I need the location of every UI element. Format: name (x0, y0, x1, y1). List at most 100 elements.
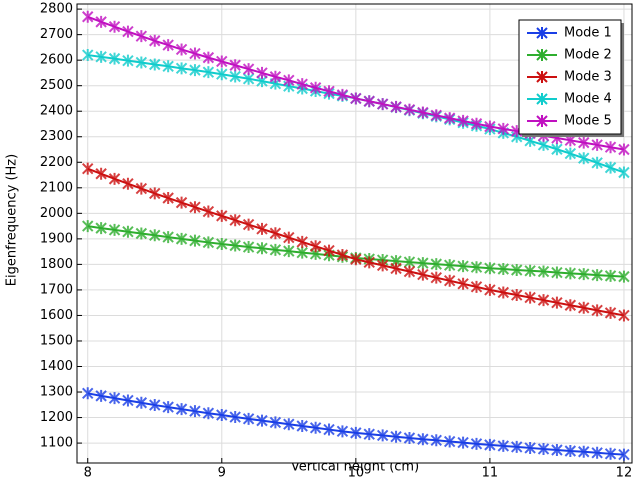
y-tick-label: 1300 (40, 385, 73, 400)
marker (618, 166, 630, 179)
marker (430, 109, 442, 122)
marker (175, 403, 188, 416)
marker (82, 220, 94, 233)
marker (108, 52, 121, 65)
marker (537, 294, 550, 307)
marker (242, 241, 255, 254)
marker (229, 70, 241, 83)
marker (578, 136, 590, 149)
y-tick-label: 1600 (40, 308, 73, 323)
marker (604, 269, 617, 282)
y-tick-label: 2500 (40, 78, 73, 93)
marker (283, 245, 295, 258)
plot-frame (76, 3, 633, 464)
marker (497, 262, 510, 275)
marker (390, 262, 402, 275)
marker (95, 15, 107, 28)
marker (443, 274, 456, 287)
legend-label: Mode 3 (564, 70, 612, 85)
marker (309, 81, 322, 94)
marker (149, 34, 161, 47)
marker (202, 205, 215, 218)
marker (269, 416, 282, 429)
legend-label: Mode 5 (564, 114, 612, 129)
legend-label: Mode 1 (564, 26, 612, 41)
marker (457, 260, 469, 273)
marker (122, 54, 134, 67)
marker (202, 407, 215, 420)
marker (82, 387, 94, 400)
x-tick-label: 10 (348, 466, 365, 480)
legend-marker (536, 71, 548, 83)
marker (537, 442, 550, 455)
marker (443, 112, 456, 125)
marker (189, 405, 201, 418)
y-tick-label: 1400 (40, 359, 73, 374)
marker (323, 85, 335, 98)
marker (229, 411, 241, 424)
marker (82, 49, 94, 62)
marker (122, 394, 134, 407)
marker (296, 235, 308, 248)
marker (283, 418, 295, 431)
legend-marker (536, 49, 548, 61)
marker (242, 63, 255, 76)
marker (470, 437, 483, 450)
marker (162, 401, 174, 414)
marker (376, 259, 389, 272)
marker (484, 283, 496, 296)
marker (229, 239, 241, 252)
marker (336, 248, 349, 261)
marker (578, 268, 590, 281)
marker (108, 223, 121, 236)
marker (323, 244, 335, 257)
marker (135, 56, 148, 69)
y-tick-label: 2800 (40, 2, 73, 17)
marker (336, 88, 349, 101)
marker (403, 103, 416, 116)
marker (296, 419, 308, 432)
legend-label: Mode 2 (564, 48, 612, 63)
y-tick-label: 1900 (40, 231, 73, 246)
marker (202, 51, 215, 64)
x-tick-label: 12 (616, 466, 633, 480)
marker (524, 291, 536, 304)
marker (564, 299, 577, 312)
marker (149, 229, 161, 242)
marker (618, 309, 630, 322)
marker (470, 261, 483, 274)
marker (564, 267, 577, 280)
marker (457, 436, 469, 449)
marker (162, 39, 174, 52)
marker (149, 187, 161, 200)
marker (376, 98, 389, 111)
marker (484, 438, 496, 451)
marker (578, 301, 590, 314)
marker (363, 95, 375, 108)
marker (216, 55, 228, 68)
marker (229, 214, 241, 227)
marker (350, 92, 362, 105)
marker (497, 439, 510, 452)
marker (457, 277, 469, 290)
y-tick-label: 1100 (40, 436, 73, 451)
marker (256, 242, 268, 255)
marker (578, 152, 590, 165)
marker (175, 232, 188, 245)
marker (108, 392, 121, 405)
marker (591, 156, 603, 169)
marker (108, 172, 121, 185)
marker (417, 433, 429, 446)
marker (524, 264, 536, 277)
marker (604, 447, 617, 460)
marker (283, 231, 295, 244)
marker (323, 423, 335, 436)
marker (202, 236, 215, 249)
marker (551, 443, 563, 456)
y-tick-label: 2000 (40, 206, 73, 221)
marker (336, 425, 349, 438)
x-tick-label: 8 (84, 466, 92, 480)
marker (122, 225, 134, 238)
marker (296, 78, 308, 91)
